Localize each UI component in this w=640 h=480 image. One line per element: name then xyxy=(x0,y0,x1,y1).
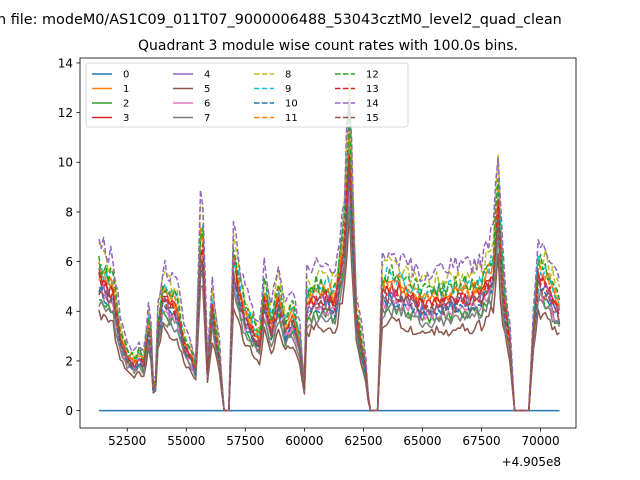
y-tick-label: 8 xyxy=(65,205,73,219)
legend-label-15: 15 xyxy=(366,113,379,124)
legend-label-7: 7 xyxy=(204,113,210,124)
x-tick-label: 55000 xyxy=(167,434,205,448)
y-tick-label: 4 xyxy=(65,305,73,319)
series-line-14 xyxy=(98,98,561,412)
x-tick-label: 62500 xyxy=(344,434,382,448)
legend-label-13: 13 xyxy=(366,84,379,95)
series-line-1 xyxy=(98,127,560,412)
axes-layer: 52500 55000 57500 60000 62500 65000 67500 70000… xyxy=(58,56,577,448)
plot-frame xyxy=(79,57,577,429)
series-line-13 xyxy=(98,155,561,412)
x-offset-label: +4.905e8 xyxy=(502,455,561,469)
legend-label-11: 11 xyxy=(285,113,298,124)
legend-label-2: 2 xyxy=(123,99,129,110)
legend-label-14: 14 xyxy=(366,99,379,110)
series-line-15 xyxy=(98,159,561,412)
series-line-11 xyxy=(98,130,561,412)
series-line-12 xyxy=(98,100,561,412)
legend-label-6: 6 xyxy=(204,99,210,110)
legend-label-12: 12 xyxy=(366,70,379,81)
x-tick-label: 65000 xyxy=(403,434,441,448)
legend-box xyxy=(85,62,409,128)
y-tick-label: 2 xyxy=(65,354,73,368)
legend-label-1: 1 xyxy=(123,84,129,95)
x-tick-label: 67500 xyxy=(462,434,500,448)
series-line-5 xyxy=(98,211,560,412)
legend-label-0: 0 xyxy=(123,70,129,81)
y-tick-label: 14 xyxy=(58,56,73,70)
legend-label-10: 10 xyxy=(285,99,298,110)
legend-label-9: 9 xyxy=(285,84,291,95)
y-tick-label: 10 xyxy=(58,156,73,170)
y-tick-label: 12 xyxy=(58,106,73,120)
x-tick-label: 52500 xyxy=(108,434,146,448)
x-tick-label: 70000 xyxy=(521,434,559,448)
y-tick-label: 0 xyxy=(65,404,73,418)
x-tick-label: 60000 xyxy=(285,434,323,448)
legend-label-3: 3 xyxy=(123,113,129,124)
series-layer xyxy=(98,82,561,412)
legend-label-5: 5 xyxy=(204,84,210,95)
figure-suptitle: n file: modeM0/AS1C09_011T07_9000006488_… xyxy=(0,12,562,28)
axes-title: Quadrant 3 module wise count rates with … xyxy=(138,38,518,54)
x-tick-label: 57500 xyxy=(226,434,264,448)
y-tick-label: 6 xyxy=(65,255,73,269)
series-line-7 xyxy=(98,206,561,412)
legend-label-8: 8 xyxy=(285,70,291,81)
legend-label-4: 4 xyxy=(204,70,210,81)
